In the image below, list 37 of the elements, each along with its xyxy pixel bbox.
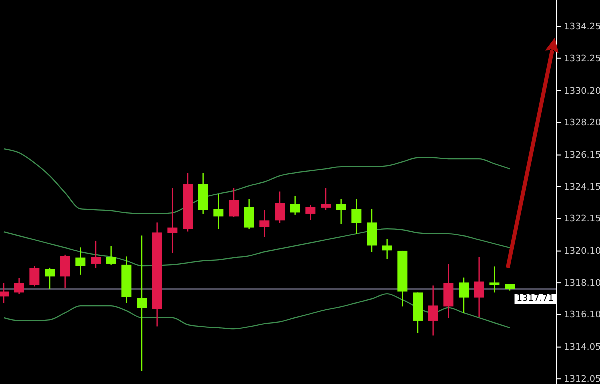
candlestick <box>0 282 9 304</box>
candlestick <box>260 209 270 238</box>
candlestick <box>244 198 254 230</box>
candlestick <box>45 267 55 290</box>
candlestick <box>168 188 178 254</box>
candlestick <box>60 254 70 289</box>
y-tick-label: 1334.25 <box>564 22 600 33</box>
y-tick-label: 1314.05 <box>564 343 600 354</box>
candlestick <box>428 285 438 336</box>
line-series <box>3 228 511 267</box>
candlestick <box>275 191 285 224</box>
y-tick-label: 1326.15 <box>564 151 600 162</box>
y-tick-label: 1332.25 <box>564 54 600 64</box>
candlestick <box>352 198 362 235</box>
candlestick <box>306 204 316 221</box>
candlestick <box>490 266 500 294</box>
candlestick <box>382 238 392 260</box>
candlestick <box>214 194 224 230</box>
y-tick-label: 1324.15 <box>564 182 600 193</box>
candlestick <box>30 265 40 288</box>
candlestick <box>14 278 24 295</box>
candlestick <box>76 247 86 276</box>
candlestick <box>474 256 484 318</box>
line-series <box>3 148 511 215</box>
ref-line-label: 1317.71 <box>516 294 554 304</box>
y-tick-label: 1322.15 <box>564 214 600 225</box>
y-tick-label: 1312.05 <box>564 374 600 384</box>
candlestick <box>106 245 116 266</box>
candlestick <box>459 277 469 314</box>
candlestick <box>336 198 346 225</box>
candlestick <box>444 263 454 319</box>
candlestick <box>290 195 300 216</box>
candlestick <box>321 188 331 211</box>
candlestick <box>137 235 147 372</box>
candlestick <box>367 208 377 253</box>
candlestick <box>229 188 239 218</box>
candlestick <box>91 240 101 269</box>
